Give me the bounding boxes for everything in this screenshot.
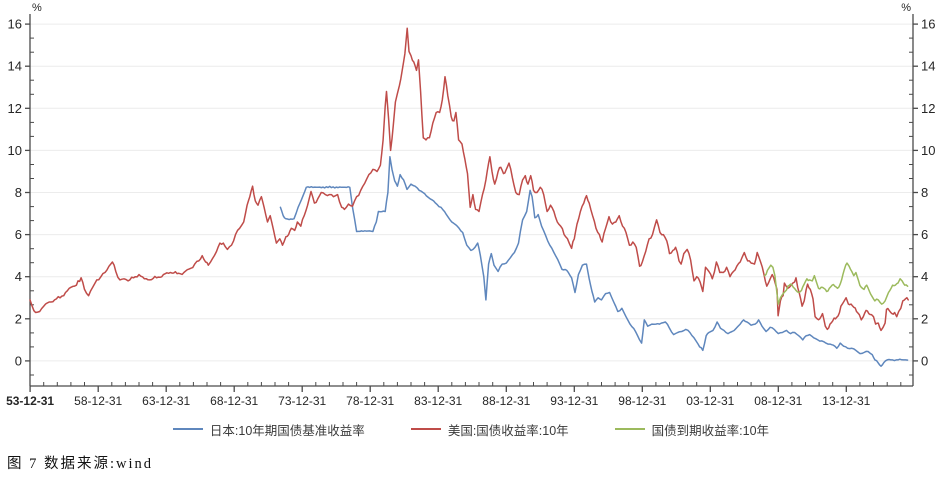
y-tick-label-right: 0 [921,353,928,368]
y-unit-right: % [901,2,911,14]
y-tick-label-right: 6 [921,227,928,242]
y-tick-label-left: 6 [15,227,22,242]
legend-line-swatch [172,428,203,430]
chart-svg: 0 0 2 2 4 4 6 6 8 8 10 10 12 12 14 14 16 16 53-12-31 58-12-… [6,2,935,408]
x-tick-label: 98-12-31 [618,394,666,408]
bond-yield-chart: 0 0 2 2 4 4 6 6 8 8 10 10 12 12 14 14 16 16 53-12-31 58-12-… [6,2,935,408]
y-tick-label-right: 16 [921,17,935,32]
legend-item-japan: 日本:10年期国债基准收益率 [172,420,365,439]
series-line-china [763,262,909,305]
y-tick-label-right: 14 [921,59,935,74]
series-line-us [29,27,909,332]
legend-item-us: 美国:国债收益率:10年 [410,420,569,439]
figure-caption: 图 7 数据来源:wind [7,456,154,472]
series-line-japan [279,155,909,367]
x-tick-label: 88-12-31 [482,394,530,408]
y-tick-label-left: 10 [8,143,22,158]
x-tick-label: 83-12-31 [414,394,462,408]
y-tick-label-right: 2 [921,311,928,326]
x-tick-label: 68-12-31 [210,394,258,408]
legend-item-china: 国债到期收益率:10年 [614,420,770,439]
x-tick-label: 58-12-31 [74,394,122,408]
legend-label: 国债到期收益率:10年 [651,423,770,438]
chart-legend: 日本:10年期国债基准收益率 美国:国债收益率:10年 国债到期收益率:10年 [0,417,942,441]
x-tick-label: 63-12-31 [142,394,190,408]
x-tick-label: 13-12-31 [822,394,870,408]
legend-label: 日本:10年期国债基准收益率 [209,423,365,438]
x-tick-label: 53-12-31 [6,394,54,408]
y-tick-label-right: 12 [921,101,935,116]
y-tick-label-left: 8 [15,185,22,200]
y-tick-label-left: 12 [8,101,22,116]
y-tick-label-left: 14 [8,59,22,74]
legend-line-swatch [614,428,645,430]
y-tick-label-left: 0 [15,353,22,368]
y-tick-label-left: 4 [15,269,22,284]
y-tick-label-left: 16 [8,17,22,32]
legend-line-swatch [410,428,441,430]
y-tick-label-left: 2 [15,311,22,326]
y-tick-label-right: 10 [921,143,935,158]
y-unit-left: % [32,2,42,14]
y-tick-label-right: 4 [921,269,928,284]
x-tick-label: 03-12-31 [686,394,734,408]
legend-label: 美国:国债收益率:10年 [447,423,569,438]
y-tick-label-right: 8 [921,185,928,200]
x-tick-label: 78-12-31 [346,394,394,408]
x-tick-label: 93-12-31 [550,394,598,408]
x-tick-label: 73-12-31 [278,394,326,408]
x-tick-label: 08-12-31 [754,394,802,408]
